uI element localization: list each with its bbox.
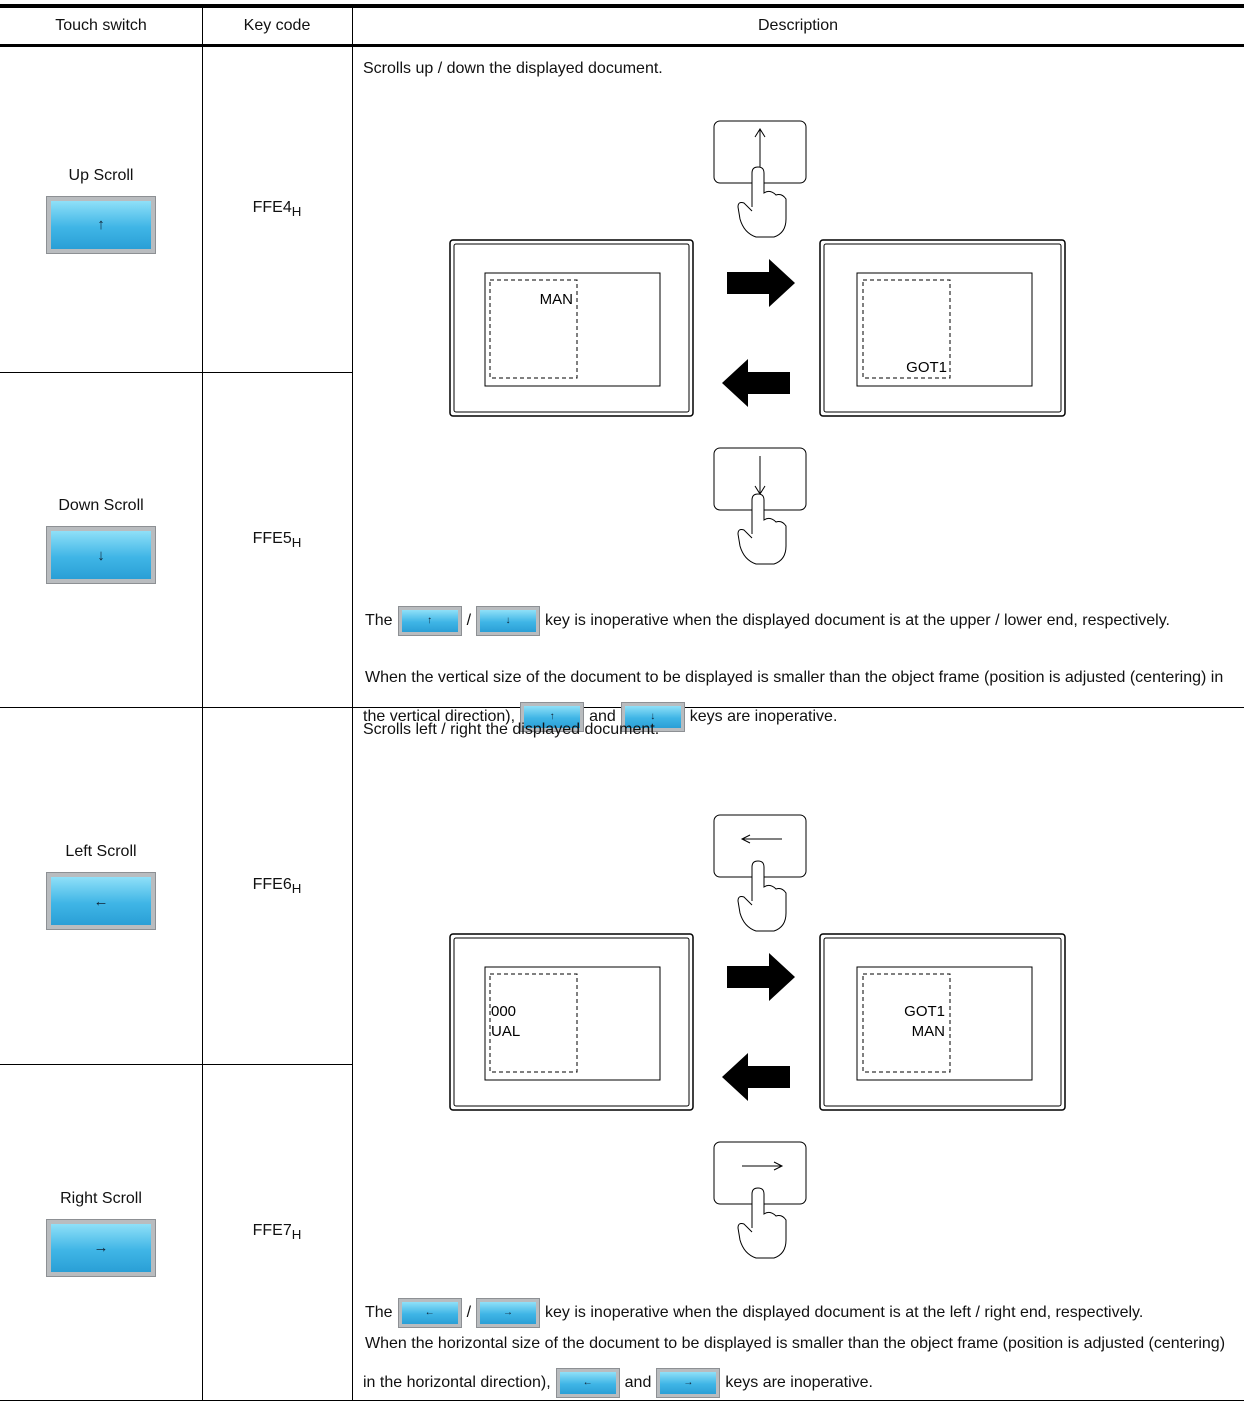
- inline-key-icon: ←: [397, 1297, 462, 1328]
- inline-key-icon: →: [656, 1367, 721, 1398]
- screen-text: GOT1: [906, 359, 947, 376]
- screen-text: 000: [491, 1003, 516, 1020]
- document-frame: [489, 973, 578, 1073]
- key-code-cell: FFE7H: [202, 1065, 352, 1400]
- header-cell: Description: [757, 17, 839, 34]
- note-text: key is inoperative when the displayed do…: [545, 1304, 1144, 1321]
- display-area: [856, 272, 1033, 387]
- note-text: keys are inoperative.: [725, 1374, 873, 1391]
- key-arrow-head: [773, 1161, 784, 1171]
- touch-switch-cell: Up Scroll ↑: [0, 47, 202, 372]
- key-code-text: FFE5: [252, 529, 292, 547]
- key-code: FFE4H: [253, 199, 302, 219]
- touch-switch-label: Left Scroll: [65, 843, 137, 860]
- screen-text: GOT1: [904, 1003, 945, 1020]
- inline-key-icon: ↑: [397, 605, 462, 636]
- key-code: FFE6H: [253, 876, 302, 896]
- touch-switch-icon: ↑: [46, 195, 156, 254]
- screen-after-inner-frame: [823, 243, 1062, 413]
- screen-before-inner-frame: [453, 937, 690, 1107]
- touch-switch-icon: →: [46, 1218, 156, 1277]
- hand: [737, 493, 787, 565]
- screen-text: MAN: [912, 1023, 945, 1040]
- hand: [737, 860, 787, 932]
- row-divider: [0, 372, 352, 373]
- touch-switch-label: Up Scroll: [68, 166, 134, 184]
- scroll-diagram: MAN GOT1: [449, 120, 1066, 565]
- inline-key-icon: ↓: [476, 605, 541, 636]
- touch-switch-label: Down Scroll: [58, 497, 144, 514]
- key-code: FFE7H: [253, 1222, 302, 1242]
- display-area: [856, 966, 1033, 1081]
- hand: [737, 1187, 787, 1259]
- note-text: When the horizontal size of the document…: [363, 1335, 1226, 1391]
- key-arrow-head: [740, 834, 751, 844]
- header-cell: Touch switch: [55, 17, 147, 34]
- display-area: [484, 272, 661, 387]
- note-text: keys are inoperative.: [689, 708, 838, 725]
- document-frame: [862, 279, 951, 379]
- description-summary: Scrolls up / down the displayed document…: [363, 60, 663, 77]
- note-text: The: [365, 612, 393, 629]
- key-code-text: FFE7: [252, 1222, 292, 1240]
- inline-key-icon: ↓: [620, 701, 685, 732]
- note-text: /: [466, 612, 472, 629]
- note: When the horizontal size of the document…: [363, 1324, 1241, 1402]
- key-code-cell: FFE4H: [202, 47, 352, 372]
- key-code-subscript: H: [291, 1227, 302, 1243]
- transition-arrow: [722, 359, 790, 407]
- description-summary: Scrolls left / right the displayed docum…: [363, 721, 660, 738]
- note-text: and: [624, 1374, 652, 1391]
- inline-key-icon: ←: [555, 1367, 620, 1398]
- touch-switch-icon: ↓: [46, 526, 156, 584]
- transition-arrow: [722, 1053, 790, 1101]
- key-code-text: FFE6: [252, 875, 292, 893]
- document-frame: [862, 973, 951, 1073]
- key-code-cell: FFE5H: [202, 373, 352, 707]
- key-code-subscript: H: [291, 204, 302, 220]
- document-frame: [489, 279, 578, 379]
- table-bottom-border: [0, 1400, 1244, 1401]
- display-area: [484, 966, 661, 1081]
- row-divider: [0, 1064, 352, 1065]
- screen-text: UAL: [491, 1023, 520, 1040]
- touch-switch-cell: Down Scroll ↓: [0, 373, 202, 707]
- key-code-cell: FFE6H: [202, 708, 352, 1064]
- note-text: /: [466, 1304, 472, 1321]
- transition-arrow: [727, 259, 795, 307]
- header-bottom-border: [0, 44, 1244, 47]
- key-code-text: FFE4: [252, 199, 292, 217]
- screen-before-inner-frame: [453, 243, 690, 413]
- note-text: key is inoperative when the displayed do…: [545, 612, 1170, 629]
- note: The ← / → key is inoperative when the displa…: [363, 1297, 1241, 1328]
- note: When the vertical size of the document t…: [363, 658, 1241, 736]
- touch-switch-cell: Left Scroll ←: [0, 708, 202, 1064]
- note-text: When the vertical size of the document t…: [363, 669, 1224, 725]
- screen-text: MAN: [540, 291, 573, 308]
- inline-key-icon: →: [476, 1297, 541, 1328]
- key-code-subscript: H: [291, 535, 302, 551]
- scroll-diagram: 000 UAL GOT1 MAN: [449, 814, 1066, 1259]
- key-code-subscript: H: [291, 881, 302, 897]
- column-divider: [202, 4, 203, 1400]
- table-top-border: [0, 4, 1244, 8]
- hand: [737, 166, 787, 238]
- screen-after-inner-frame: [823, 937, 1062, 1107]
- column-divider: [352, 4, 353, 1400]
- transition-arrow: [727, 953, 795, 1001]
- header-cell: Key code: [243, 17, 311, 34]
- key-arrow-head: [754, 128, 766, 138]
- note-text: The: [365, 1304, 393, 1321]
- note: The ↑ / ↓ key is inoperative when the displa…: [363, 605, 1241, 636]
- touch-switch-cell: Right Scroll →: [0, 1065, 202, 1400]
- key-code: FFE5H: [253, 530, 302, 550]
- touch-switch-icon: ←: [46, 872, 156, 930]
- note-text: and: [589, 708, 616, 725]
- inline-key-icon: ↑: [520, 701, 585, 732]
- touch-switch-label: Right Scroll: [60, 1189, 142, 1207]
